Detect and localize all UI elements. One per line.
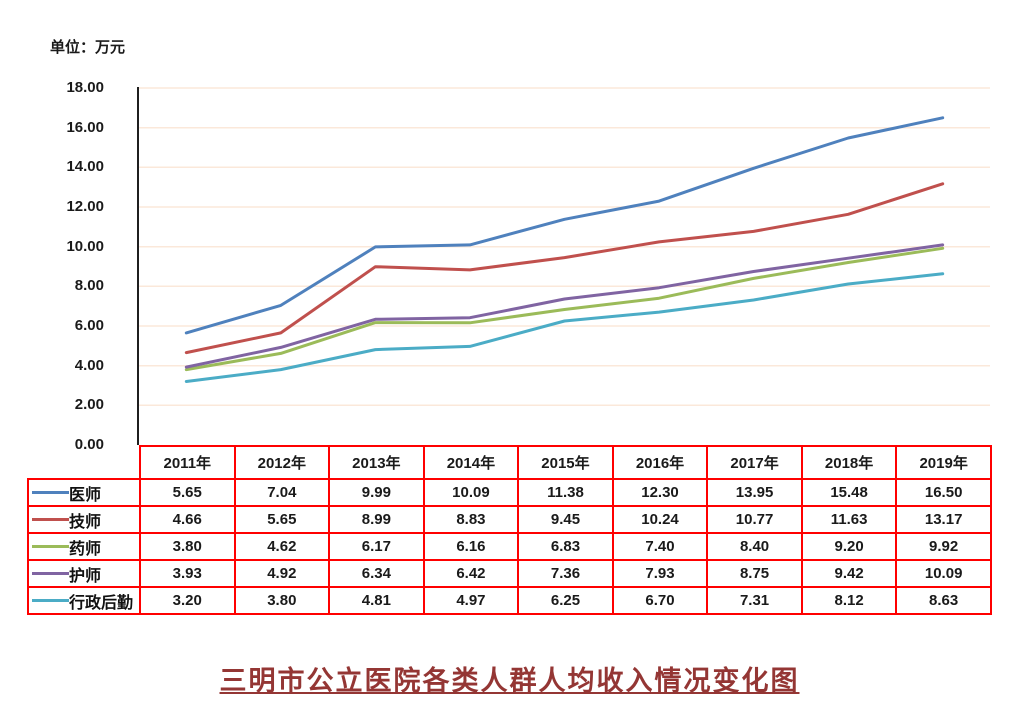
value-cell: 7.36 <box>517 559 614 588</box>
value-cell: 13.95 <box>706 478 803 507</box>
value-cell: 9.45 <box>517 505 614 534</box>
year-header-cell: 2016年 <box>611 445 709 480</box>
value-cell: 4.81 <box>328 586 425 615</box>
y-axis-tick-label: 2.00 <box>74 396 104 414</box>
y-axis-tick-label: 10.00 <box>66 237 104 255</box>
value-cell: 15.48 <box>800 478 898 507</box>
series-line-physician <box>184 116 945 335</box>
year-header-cell: 2014年 <box>422 445 520 480</box>
series-label-cell-nurse: 护师 <box>27 559 141 588</box>
legend-line-swatch-pharmacist <box>32 545 69 548</box>
value-cell: 4.62 <box>233 532 331 561</box>
y-axis-tick-label: 16.00 <box>66 118 104 136</box>
value-cell: 3.80 <box>139 532 236 561</box>
value-cell: 6.42 <box>422 559 520 588</box>
value-cell: 16.50 <box>895 478 992 507</box>
series-name-label: 护师 <box>69 567 102 585</box>
value-cell: 11.38 <box>517 478 614 507</box>
value-cell: 9.99 <box>328 478 425 507</box>
y-axis-tick-label: 0.00 <box>74 436 104 453</box>
value-cell: 8.99 <box>328 505 425 534</box>
value-cell: 4.92 <box>233 559 331 588</box>
year-header-cell: 2015年 <box>517 445 614 480</box>
value-cell: 5.65 <box>139 478 236 507</box>
value-cell: 7.04 <box>233 478 331 507</box>
table-header-row: 2011年 2012年 2013年 2014年 2015年 2016年 2017年 2018年… <box>28 445 992 480</box>
value-cell: 13.17 <box>895 505 992 534</box>
y-axis-tick-label: 18.00 <box>66 79 104 96</box>
value-cell: 10.24 <box>611 505 709 534</box>
year-header-cell: 2019年 <box>895 445 992 480</box>
table-row-nurse: 护师 3.93 4.92 6.34 6.42 7.36 7.93 8.75 9.42 10.09 <box>27 559 992 588</box>
series-line-pharmacist <box>184 246 945 372</box>
legend-line-swatch-physician <box>32 491 69 494</box>
value-cell: 7.93 <box>611 559 709 588</box>
series-line-technician <box>184 182 945 355</box>
table-row-admin-logistics: 行政后勤 3.20 3.80 4.81 4.97 6.25 6.70 7.31 8.12 8.63 <box>27 586 992 615</box>
value-cell: 9.20 <box>800 532 898 561</box>
value-cell: 7.40 <box>611 532 709 561</box>
table-row-physician: 医师 5.65 7.04 9.99 10.09 11.38 12.30 13.95 15.48 1… <box>27 478 992 507</box>
value-cell: 10.09 <box>422 478 520 507</box>
table-row-pharmacist: 药师 3.80 4.62 6.17 6.16 6.83 7.40 8.40 9.20 9.92 <box>27 532 992 561</box>
year-header-cell: 2013年 <box>328 445 425 480</box>
unit-label: 单位：万元 <box>50 39 126 56</box>
value-cell: 6.34 <box>328 559 425 588</box>
series-line-nurse <box>184 243 945 369</box>
value-cell: 8.75 <box>706 559 803 588</box>
legend-line-swatch-nurse <box>32 572 69 575</box>
value-cell: 10.77 <box>706 505 803 534</box>
value-cell: 5.65 <box>233 505 331 534</box>
series-label-cell-admin-logistics: 行政后勤 <box>27 586 141 615</box>
table-corner-spacer <box>28 446 140 479</box>
value-cell: 7.31 <box>706 586 803 615</box>
value-cell: 6.17 <box>328 532 425 561</box>
value-cell: 11.63 <box>800 505 898 534</box>
y-axis-tick-label: 14.00 <box>66 158 104 176</box>
year-header-cell: 2011年 <box>139 445 236 480</box>
value-cell: 6.70 <box>611 586 709 615</box>
value-cell: 12.30 <box>611 478 709 507</box>
value-cell: 3.93 <box>139 559 236 588</box>
table-row-technician: 技师 4.66 5.65 8.99 8.83 9.45 10.24 10.77 11.63 13.… <box>27 505 992 534</box>
value-cell: 6.25 <box>517 586 614 615</box>
value-cell: 3.20 <box>139 586 236 615</box>
value-cell: 8.40 <box>706 532 803 561</box>
value-cell: 8.63 <box>895 586 992 615</box>
series-label-cell-pharmacist: 药师 <box>27 532 141 561</box>
value-cell: 8.12 <box>800 586 898 615</box>
series-label-cell-physician: 医师 <box>27 478 141 507</box>
y-axis-tick-label: 4.00 <box>74 356 104 374</box>
value-cell: 9.42 <box>800 559 898 588</box>
series-label-cell-technician: 技师 <box>27 505 141 534</box>
value-cell: 4.66 <box>139 505 236 534</box>
value-cell: 6.16 <box>422 532 520 561</box>
value-cell: 9.92 <box>895 532 992 561</box>
chart-title: 三明市公立医院各类人群人均收入情况变化图 <box>219 666 800 696</box>
y-axis-tick-label: 6.00 <box>74 317 104 334</box>
value-cell: 10.09 <box>895 559 992 588</box>
value-cell: 4.97 <box>422 586 520 615</box>
series-name-label: 药师 <box>69 540 102 558</box>
series-line-admin-logistics <box>184 272 945 383</box>
value-cell: 6.83 <box>517 532 614 561</box>
legend-line-swatch-technician <box>32 518 69 521</box>
series-name-label: 医师 <box>69 486 102 504</box>
y-axis-tick-label: 8.00 <box>74 277 104 295</box>
year-header-cell: 2017年 <box>706 445 803 480</box>
series-name-label: 技师 <box>69 513 102 531</box>
value-cell: 8.83 <box>422 505 520 534</box>
y-axis-tick-label: 12.00 <box>66 198 104 215</box>
year-header-cell: 2018年 <box>800 445 898 480</box>
year-header-cell: 2012年 <box>233 445 331 480</box>
income-table: 2011年 2012年 2013年 2014年 2015年 2016年 2017年 2018年… <box>27 445 992 615</box>
value-cell: 3.80 <box>233 586 331 615</box>
legend-line-swatch-admin-logistics <box>32 599 69 602</box>
series-name-label: 行政后勤 <box>69 594 134 612</box>
